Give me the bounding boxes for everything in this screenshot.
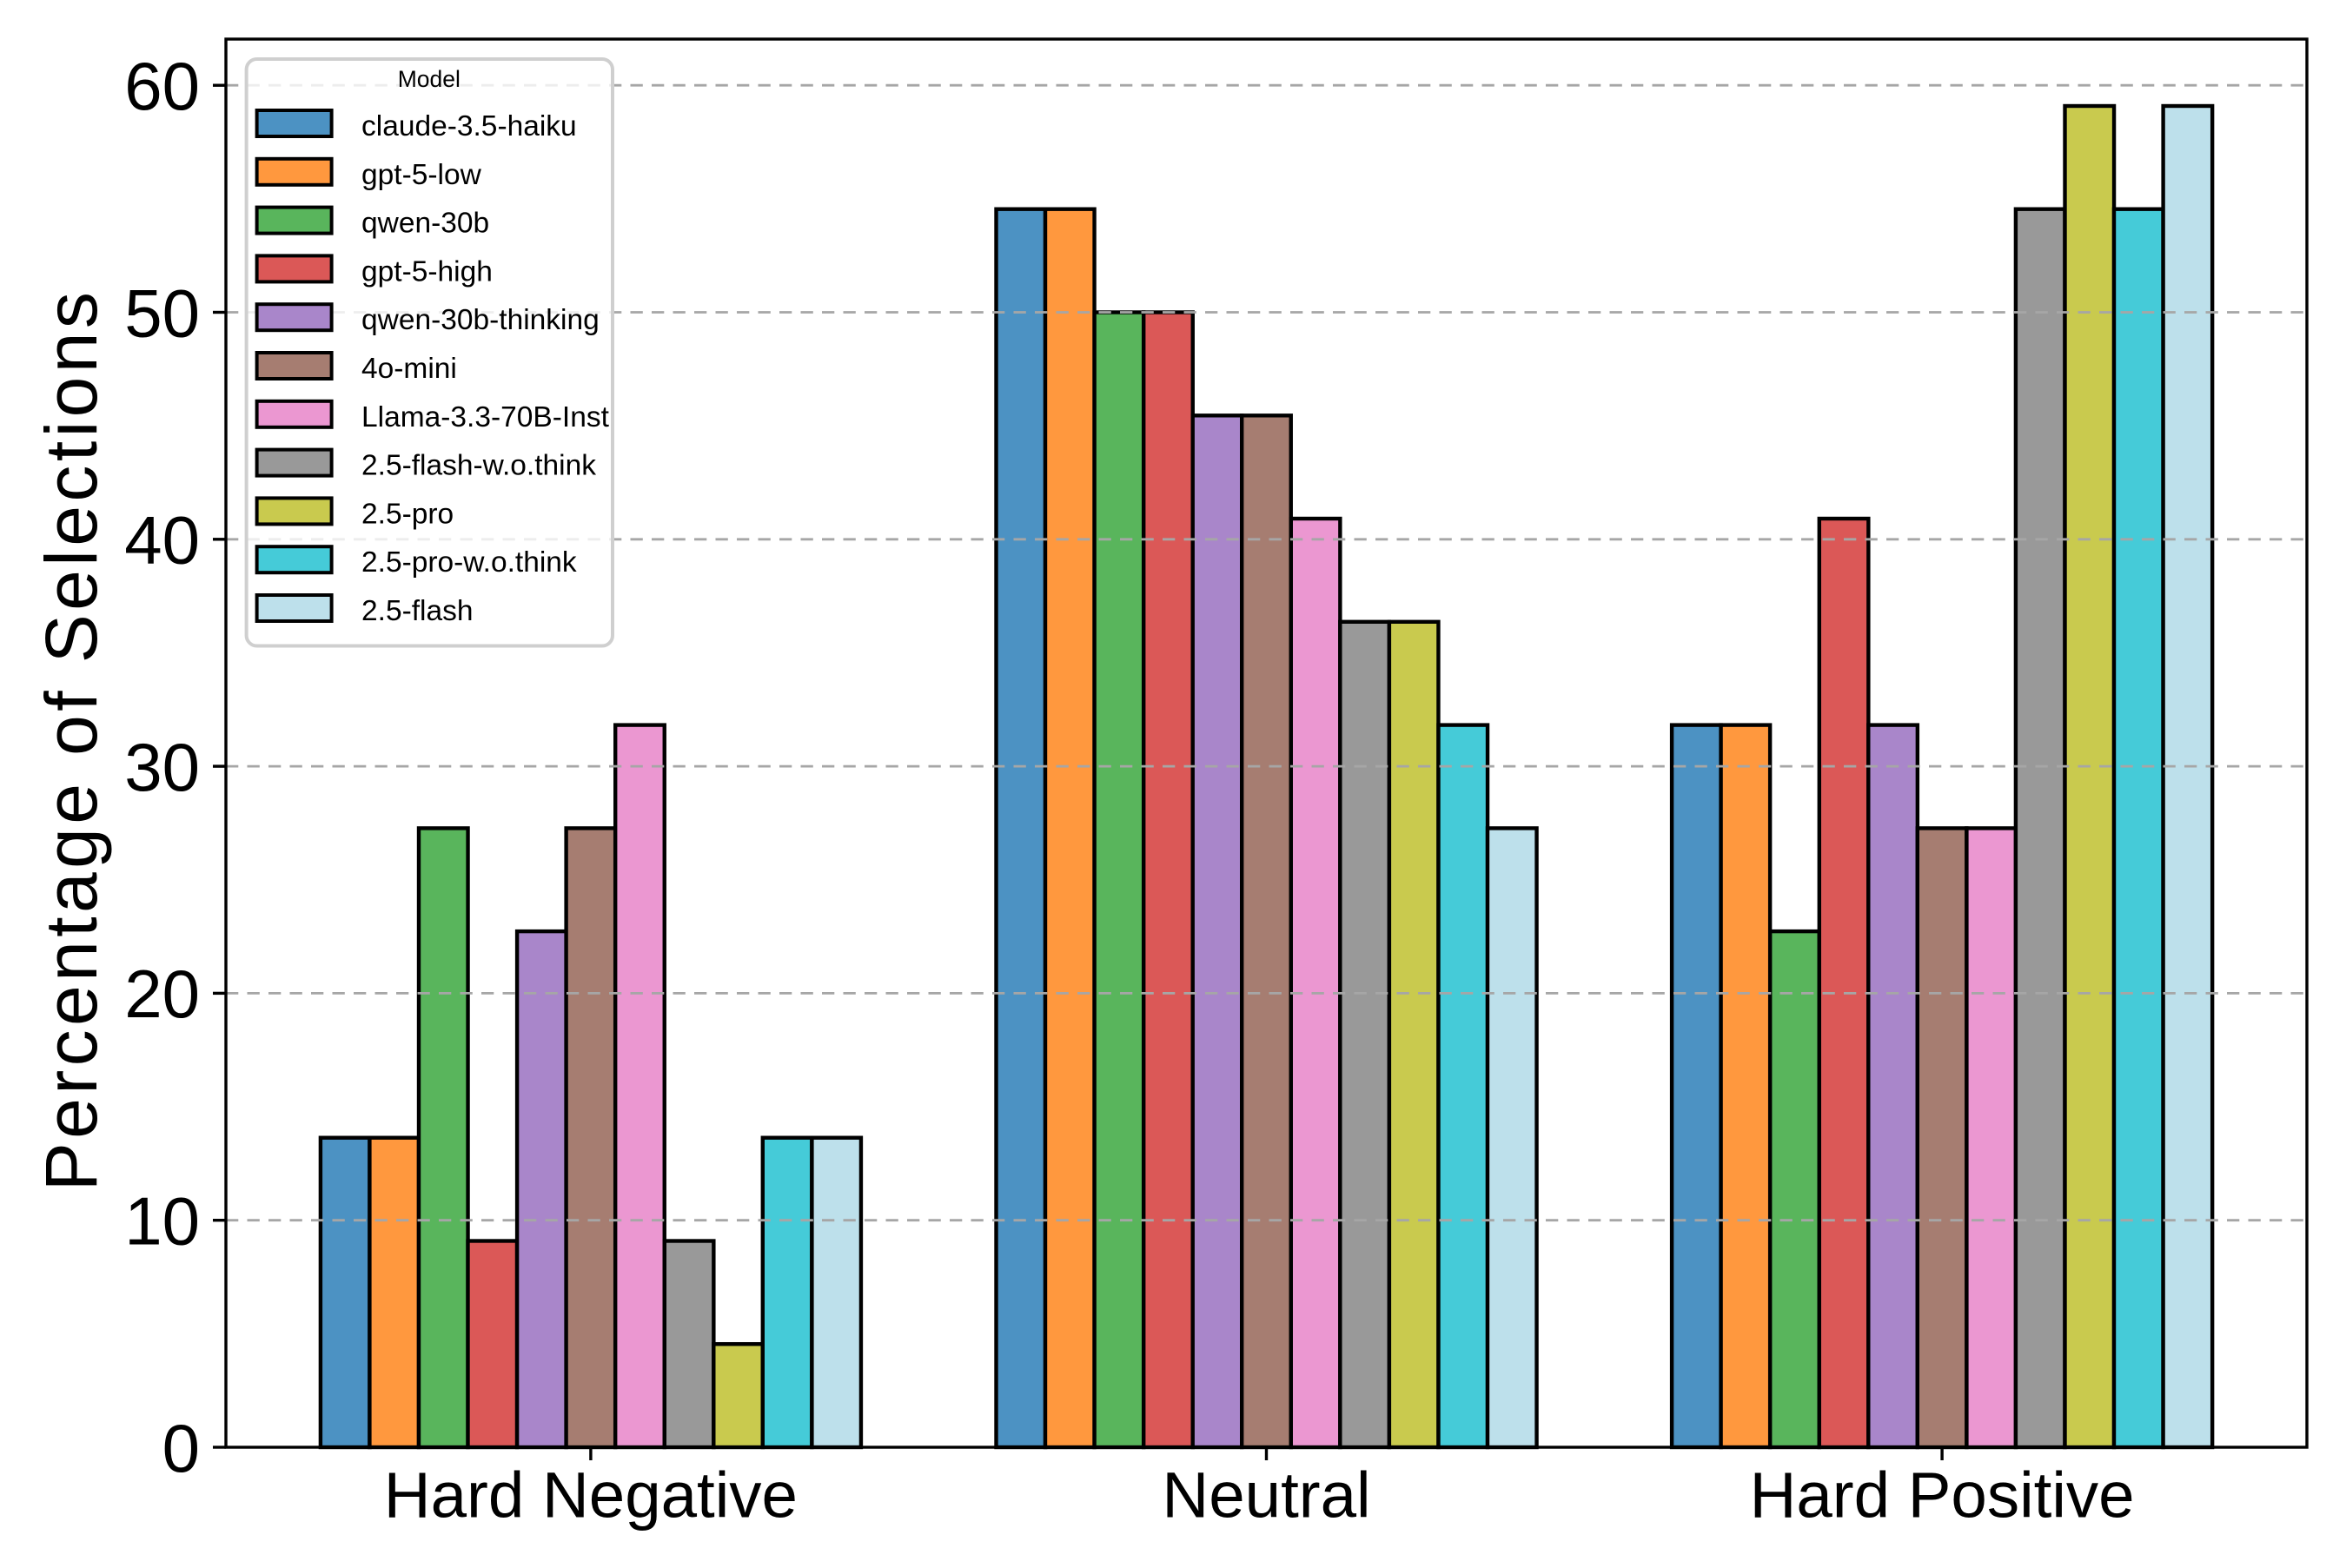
svg-text:0: 0	[162, 1410, 200, 1486]
svg-text:Hard Positive: Hard Positive	[1750, 1459, 2135, 1532]
svg-text:2.5-flash-w.o.think: 2.5-flash-w.o.think	[361, 450, 596, 482]
svg-text:50: 50	[124, 275, 200, 351]
svg-text:60: 60	[124, 48, 200, 124]
svg-text:qwen-30b: qwen-30b	[361, 208, 489, 240]
svg-text:Hard Negative: Hard Negative	[384, 1459, 798, 1532]
svg-text:claude-3.5-haiku: claude-3.5-haiku	[361, 110, 577, 142]
svg-text:4o-mini: 4o-mini	[361, 353, 457, 385]
svg-text:qwen-30b-thinking: qwen-30b-thinking	[361, 304, 600, 336]
svg-text:30: 30	[124, 729, 200, 805]
svg-text:40: 40	[124, 502, 200, 579]
svg-text:10: 10	[124, 1183, 200, 1260]
svg-text:Llama-3.3-70B-Inst: Llama-3.3-70B-Inst	[361, 401, 610, 433]
svg-text:20: 20	[124, 956, 200, 1032]
svg-text:Neutral: Neutral	[1162, 1459, 1370, 1532]
svg-text:Percentage of Selections: Percentage of Selections	[30, 288, 112, 1192]
svg-text:gpt-5-low: gpt-5-low	[361, 159, 482, 191]
svg-text:Model: Model	[398, 66, 461, 92]
svg-text:2.5-flash: 2.5-flash	[361, 595, 474, 627]
svg-text:gpt-5-high: gpt-5-high	[361, 255, 493, 288]
svg-text:2.5-pro-w.o.think: 2.5-pro-w.o.think	[361, 546, 577, 579]
svg-text:2.5-pro: 2.5-pro	[361, 498, 454, 530]
